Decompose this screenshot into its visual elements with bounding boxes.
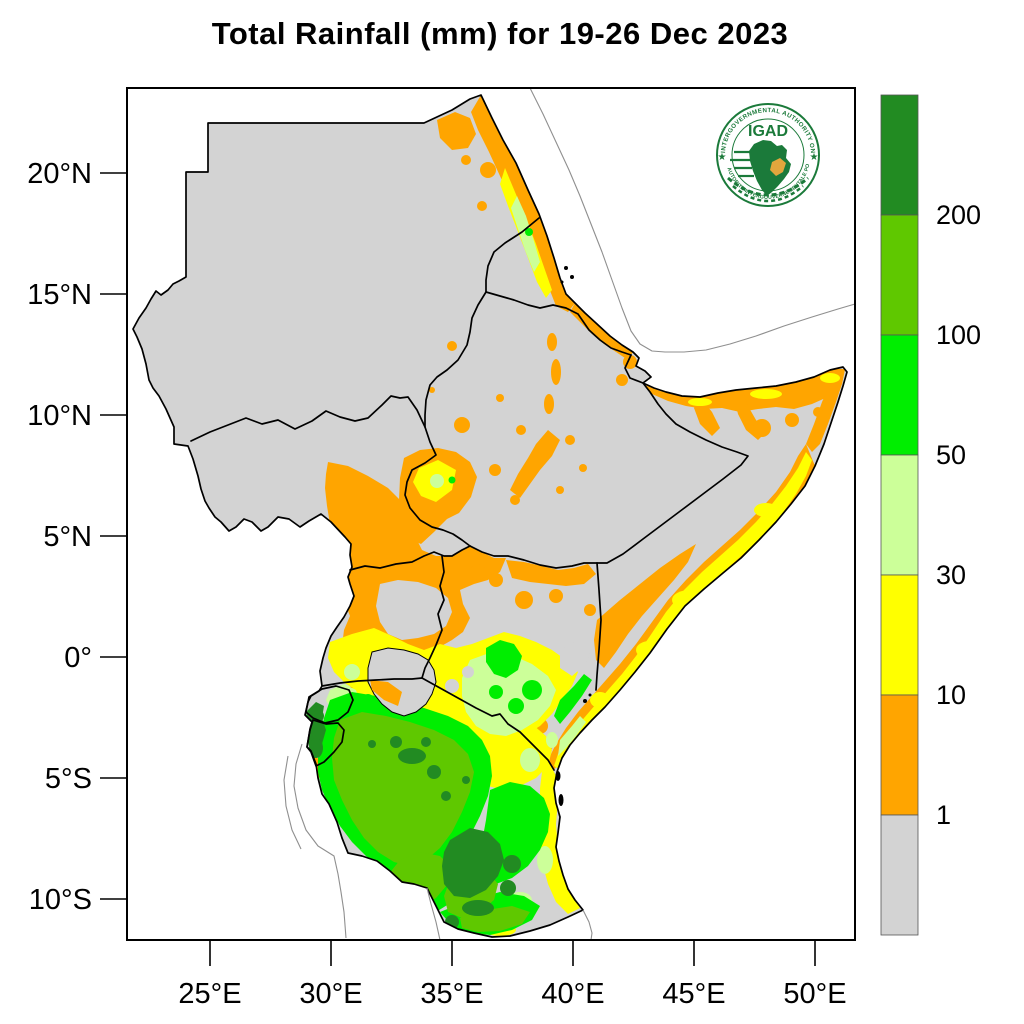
lake-victoria [367, 647, 437, 717]
y-tick-label: 10°N [27, 400, 92, 432]
colorbar-bin-gt200 [880, 94, 919, 216]
island-dots [555, 266, 592, 806]
colorbar-tick-label: 10 [936, 680, 966, 710]
dry-gray-patches [376, 580, 592, 693]
map-frame [126, 87, 856, 941]
colorbar-bin-50-100 [880, 334, 919, 456]
x-axis-ticks [209, 940, 816, 966]
igad-region-highlight [770, 158, 786, 176]
colorbar-bin-100-200 [880, 214, 919, 336]
colorbar-tick-label: 1 [936, 800, 951, 830]
chart-title: Total Rainfall (mm) for 19-26 Dec 2023 [211, 16, 789, 51]
y-tick-label: 20°N [27, 158, 92, 190]
y-tick-label: 5°N [43, 521, 92, 553]
logo-speed-lines-icon [730, 150, 754, 178]
x-tick-label: 25°E [178, 978, 241, 1010]
y-axis-ticks [100, 172, 127, 900]
x-tick-label: 30°E [299, 978, 362, 1010]
rainfall-darkgreen-layer [306, 702, 521, 929]
colorbar-bin-30-50 [880, 454, 919, 576]
star-icon: ★ [718, 152, 727, 163]
colorbar: 200 100 50 30 10 1 [880, 94, 981, 936]
x-axis-labels: 25°E 30°E 35°E 40°E 45°E 50°E [178, 978, 846, 1010]
star-icon: ★ [810, 152, 819, 163]
igad-logo-acronym: IGAD [748, 123, 788, 140]
colorbar-tick-label: 100 [936, 320, 981, 350]
colorbar-bin-10-30 [880, 574, 919, 696]
colorbar-bin-lt1 [880, 814, 919, 936]
colorbar-bin-1-10 [880, 694, 919, 816]
africa-silhouette [749, 140, 791, 196]
laurel-wreath-icon [727, 176, 809, 203]
neighbor-coastlines [283, 87, 856, 941]
y-tick-label: 5°S [45, 763, 92, 795]
colorbar-tick-label: 200 [936, 200, 981, 230]
x-tick-label: 35°E [420, 978, 483, 1010]
lake-tanganyika [294, 744, 348, 856]
x-tick-label: 45°E [662, 978, 725, 1010]
x-tick-label: 50°E [783, 978, 846, 1010]
colorbar-tick-label: 30 [936, 560, 966, 590]
x-tick-label: 40°E [541, 978, 604, 1010]
y-axis-labels: 20°N 15°N 10°N 5°N 0° 5°S 10°S [27, 158, 92, 916]
y-tick-label: 10°S [29, 884, 92, 916]
y-tick-label: 0° [64, 642, 92, 674]
colorbar-tick-label: 50 [936, 440, 966, 470]
y-tick-label: 15°N [27, 279, 92, 311]
country-borders [190, 217, 749, 771]
